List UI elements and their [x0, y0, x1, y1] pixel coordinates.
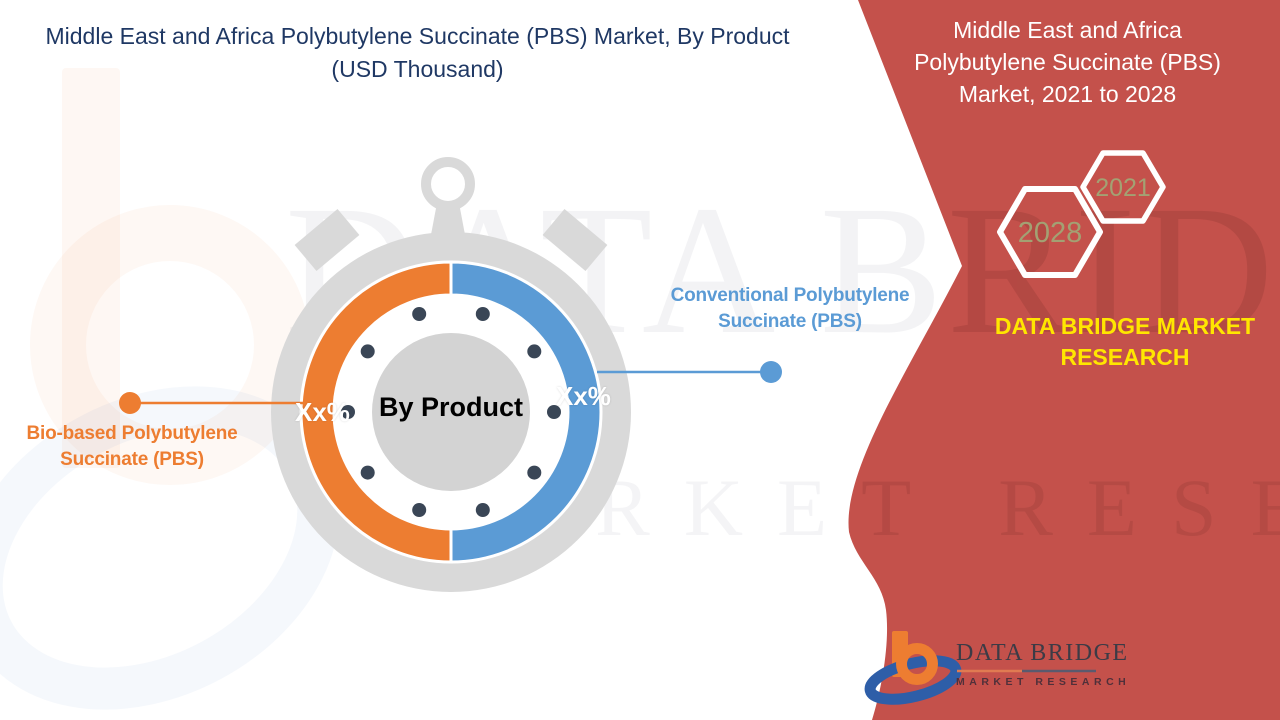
panel-title-line2: Polybutylene Succinate (PBS) [914, 49, 1221, 75]
donut-segment-bio-based [299, 260, 453, 564]
legend-bio-based-line1: Bio-based Polybutylene [26, 423, 238, 444]
logo-subtitle: MARKET RESEARCH [956, 676, 1131, 688]
page-title-line1: Middle East and Africa Polybutylene Succ… [45, 23, 790, 49]
legend-bio-based-line2: Succinate (PBS) [60, 449, 204, 470]
callout-dot-bio-based [119, 392, 141, 414]
hexagon-2028 [997, 186, 1103, 278]
brand-name: DATA BRIDGE MARKET RESEARCH [985, 311, 1265, 373]
page-title: Middle East and Africa Polybutylene Succ… [0, 20, 835, 86]
callout-bio-based [119, 392, 304, 414]
donut-segment-conventional [449, 260, 603, 564]
legend-conventional-line1: Conventional Polybutylene [670, 285, 910, 306]
panel-title-line3: Market, 2021 to 2028 [958, 81, 1177, 107]
year-hexagons [997, 150, 1166, 278]
donut-center-label: By Product [378, 392, 524, 422]
callout-dot-conventional [760, 361, 782, 383]
stopwatch-left-pusher [294, 208, 360, 272]
brand-name-line1: DATA BRIDGE MARKET [994, 313, 1256, 339]
svg-text:MARKET RESEARCH: MARKET RESEARCH [395, 462, 1280, 553]
stopwatch-right-pusher [542, 208, 608, 272]
legend-conventional-line2: Succinate (PBS) [718, 311, 862, 332]
callout-conventional [597, 361, 782, 383]
value-label-conventional: Xx% [556, 381, 611, 411]
legend-bio-based: Bio-based Polybutylene Succinate (PBS) [16, 421, 248, 473]
dial-tick-dots [341, 307, 561, 517]
donut-center-disc [372, 333, 530, 491]
hexagon-2021 [1080, 150, 1166, 224]
value-label-bio-based: Xx% [295, 397, 350, 427]
year-label-2021: 2021 [1095, 174, 1151, 202]
panel-title-line1: Middle East and Africa [953, 17, 1182, 43]
red-panel-shape [848, 0, 1280, 720]
panel-title: Middle East and Africa Polybutylene Succ… [900, 14, 1235, 110]
brand-name-line2: RESEARCH [1060, 344, 1190, 370]
donut-chart [299, 260, 603, 564]
page-title-line2: (USD Thousand) [331, 56, 504, 82]
databridge-logo-icon [864, 631, 962, 705]
stopwatch-crown-stem [430, 203, 466, 240]
year-label-2028: 2028 [1017, 217, 1083, 249]
databridge-logo: DATA BRIDGE MARKET RESEARCH [956, 640, 1131, 688]
logo-wordmark: DATA BRIDGE [956, 640, 1129, 666]
legend-conventional: Conventional Polybutylene Succinate (PBS… [660, 283, 920, 335]
